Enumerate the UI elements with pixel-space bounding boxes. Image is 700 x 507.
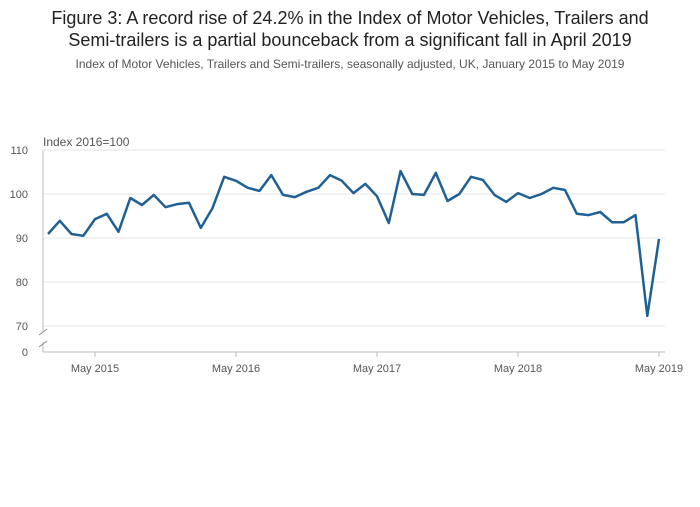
- title-line: Figure 3: A record rise of 24.2% in the …: [51, 8, 648, 28]
- x-tick-label: May 2016: [212, 363, 260, 375]
- x-tick-label: May 2017: [353, 363, 401, 375]
- subtitle: Index of Motor Vehicles, Trailers and Se…: [76, 57, 625, 71]
- x-tick-label: May 2018: [494, 363, 542, 375]
- y-tick-label: 100: [10, 189, 28, 201]
- y-tick-label: 110: [10, 145, 28, 157]
- chart-title: Figure 3: A record rise of 24.2% in the …: [51, 8, 648, 50]
- axis-break: [38, 328, 48, 348]
- y-axis-label: Index 2016=100: [43, 135, 130, 149]
- y-tick-label: 0: [22, 347, 28, 359]
- x-tick-label: May 2019: [635, 363, 683, 375]
- line: [47, 169, 661, 318]
- y-tick-label: 90: [16, 233, 28, 245]
- title-line: Semi-trailers is a partial bounceback fr…: [68, 30, 631, 50]
- y-tick-label: 70: [16, 321, 28, 333]
- x-tick-label: May 2015: [71, 363, 119, 375]
- y-tick-label: 80: [16, 277, 28, 289]
